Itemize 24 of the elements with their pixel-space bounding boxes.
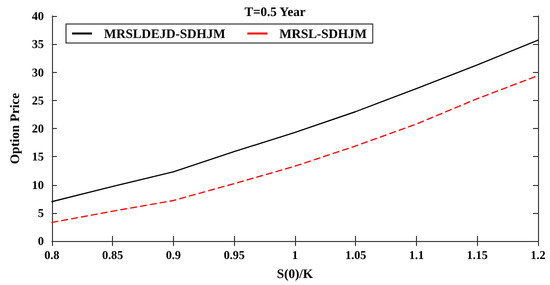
y-tick-label: 10: [32, 178, 44, 192]
y-tick-label: 5: [38, 206, 44, 220]
x-tick-label: 0.8: [44, 248, 60, 262]
y-tick-label: 0: [38, 234, 44, 248]
x-tick-label: 1.2: [530, 248, 546, 262]
x-tick-label: 0.9: [166, 248, 181, 262]
y-tick-label: 30: [32, 65, 44, 80]
x-tick-label: 1.05: [345, 248, 366, 262]
y-tick-label: 15: [32, 150, 44, 164]
line-series: [51, 40, 539, 202]
y-tick-label: 40: [32, 9, 44, 23]
x-tick-label: 1.1: [408, 248, 424, 262]
x-tick-label: 1.15: [466, 248, 488, 262]
x-tick-label: 1: [292, 248, 298, 262]
y-tick-label: 35: [32, 37, 44, 52]
chart-title: T=0.5 Year: [244, 4, 306, 19]
x-tick-label: 0.95: [224, 248, 245, 262]
x-tick-label: 0.85: [102, 248, 124, 262]
y-tick-label: 25: [32, 93, 44, 108]
legend-label: MRSL-SDHJM: [279, 26, 367, 41]
y-tick-label: 20: [32, 122, 44, 136]
x-axis-title: S(0)/K: [276, 266, 314, 281]
y-axis-title: Option Price: [7, 92, 22, 164]
legend-label: MRSLDEJD-SDHJM: [104, 26, 226, 41]
